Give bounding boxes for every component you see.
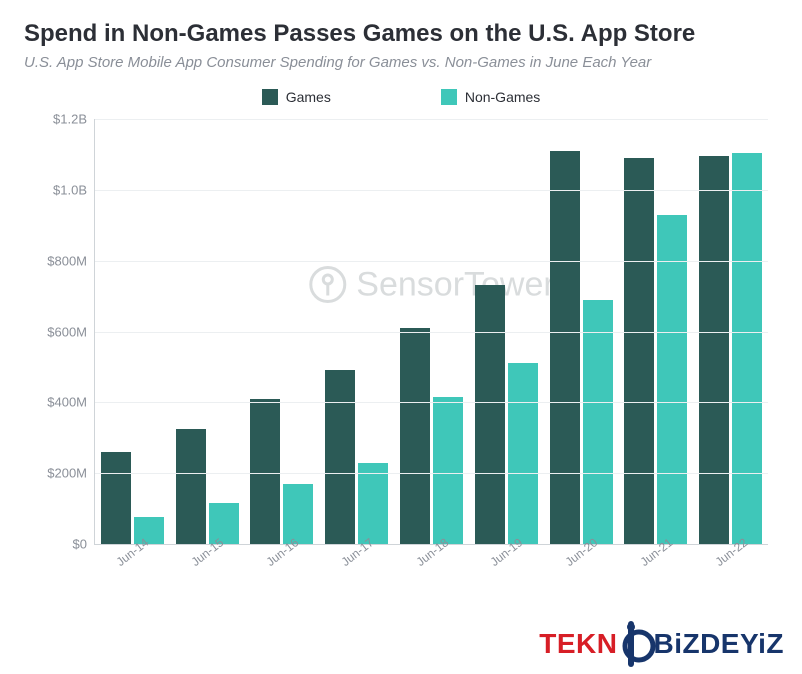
gridline (95, 261, 768, 262)
bar-games (250, 399, 280, 544)
bar-games (624, 158, 654, 544)
legend-item-games: Games (262, 89, 331, 105)
legend-item-nongames: Non-Games (441, 89, 540, 105)
legend-swatch-nongames (441, 89, 457, 105)
gridline (95, 190, 768, 191)
gridline (95, 332, 768, 333)
chart-title: Spend in Non-Games Passes Games on the U… (24, 20, 778, 48)
y-axis-label: $200M (47, 466, 87, 481)
bar-non-games (657, 215, 687, 544)
overlay-logo: TEKN BiZDEYiZ (539, 620, 784, 668)
overlay-logo-part2: BiZDEYiZ (653, 628, 784, 660)
legend: Games Non-Games (24, 89, 778, 105)
bar-games (101, 452, 131, 544)
bar-games (325, 370, 355, 544)
bar-games (176, 429, 206, 544)
bar-games (550, 151, 580, 544)
gridline (95, 402, 768, 403)
y-axis-label: $0 (73, 537, 87, 552)
legend-label-nongames: Non-Games (465, 89, 540, 105)
bar-non-games (433, 397, 463, 544)
bar-non-games (358, 463, 388, 544)
gridline (95, 119, 768, 120)
gridline (95, 473, 768, 474)
bar-non-games (732, 153, 762, 544)
y-axis-label: $1.0B (53, 182, 87, 197)
chart-subtitle: U.S. App Store Mobile App Consumer Spend… (24, 54, 778, 71)
y-axis-label: $400M (47, 395, 87, 410)
bar-games (400, 328, 430, 544)
bar-games (699, 156, 729, 544)
overlay-logo-part1: TEKN (539, 628, 617, 660)
bar-games (475, 285, 505, 544)
bar-non-games (583, 300, 613, 544)
legend-label-games: Games (286, 89, 331, 105)
y-axis-label: $800M (47, 253, 87, 268)
plot-area: SensorTower Jun-14Jun-15Jun-16Jun-17Jun-… (94, 119, 768, 545)
overlay-logo-icon (611, 620, 659, 668)
chart-area: SensorTower Jun-14Jun-15Jun-16Jun-17Jun-… (94, 119, 768, 589)
bar-non-games (508, 363, 538, 544)
legend-swatch-games (262, 89, 278, 105)
y-axis-label: $600M (47, 324, 87, 339)
y-axis-label: $1.2B (53, 112, 87, 127)
bar-non-games (283, 484, 313, 544)
chart-container: Spend in Non-Games Passes Games on the U… (0, 0, 802, 589)
